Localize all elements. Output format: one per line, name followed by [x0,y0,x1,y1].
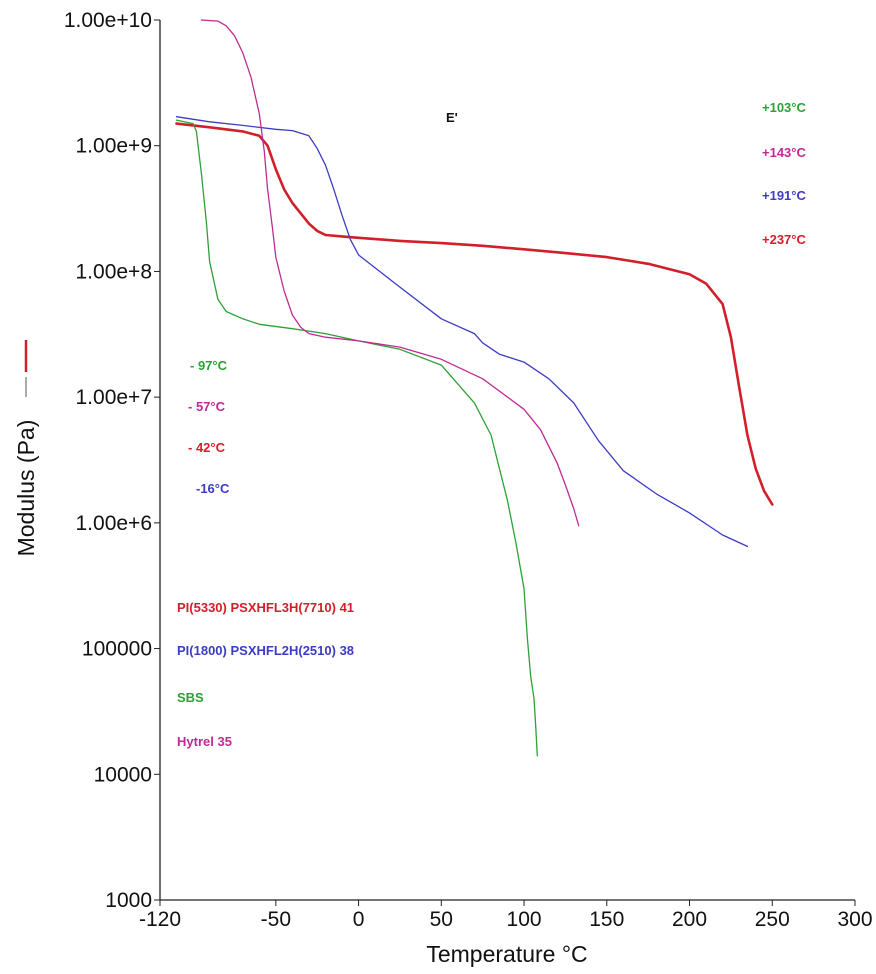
high-temp-annotations: +103°C +143°C +191°C +237°C [762,100,806,247]
low-temp-annotations: - 97°C - 57°C - 42°C -16°C [188,358,230,496]
x-tick-label: 200 [672,908,707,931]
sample-name-label: Hytrel 35 [177,734,232,749]
series-layer [175,19,774,757]
low-temp-label: - 42°C [188,440,226,455]
y-tick-label: 1000 [105,889,152,912]
x-tick-label: 250 [755,908,790,931]
x-tick-label: 300 [837,908,872,931]
curve-label: E' [446,110,458,125]
high-temp-label: +191°C [762,188,806,203]
low-temp-label: - 97°C [190,358,228,373]
high-temp-label: +237°C [762,232,806,247]
y-tick-label: 1.00e+10 [64,9,152,32]
x-axis-title: Temperature °C [426,941,587,967]
x-tick-label: 50 [430,908,453,931]
high-temp-label: +103°C [762,100,806,115]
sample-name-label: SBS [177,690,204,705]
y-tick-label: 1.00e+9 [76,135,153,158]
high-temp-label: +143°C [762,145,806,160]
sample-name-label: PI(1800) PSXHFL2H(2510) 38 [177,643,354,658]
series-line-3 [175,119,538,757]
low-temp-label: -16°C [196,481,230,496]
series-line-2 [175,116,749,548]
series-line-1 [175,122,774,506]
x-tick-label: -50 [261,908,291,931]
sample-name-label: PI(5330) PSXHFL3H(7710) 41 [177,600,354,615]
x-tick-label: 0 [353,908,365,931]
sample-name-annotations: PI(5330) PSXHFL3H(7710) 41 PI(1800) PSXH… [177,600,354,749]
x-tick-label: -120 [139,908,181,931]
ticks-layer: -120 -50 0 50 100 150 200 250 300 1000 10000 100000… [64,9,873,931]
y-tick-label: 100000 [82,638,152,661]
x-tick-label: 100 [507,908,542,931]
y-tick-label: 1.00e+6 [76,512,153,535]
x-tick-label: 150 [589,908,624,931]
y-tick-label: 1.00e+8 [76,260,153,283]
series-line-4 [200,19,580,527]
y-tick-label: 1.00e+7 [76,386,153,409]
low-temp-label: - 57°C [188,399,226,414]
y-axis-title: Modulus (Pa) [13,420,39,557]
y-tick-label: 10000 [94,763,152,786]
